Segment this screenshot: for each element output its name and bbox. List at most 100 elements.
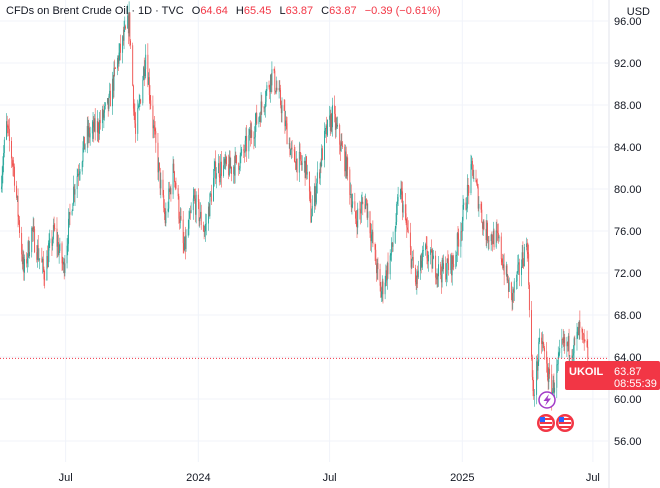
candle <box>477 178 478 189</box>
candle <box>290 148 292 156</box>
candle <box>205 213 207 236</box>
candle <box>202 221 204 232</box>
candle <box>259 111 261 127</box>
candle <box>410 245 412 275</box>
candle <box>497 223 499 244</box>
candle <box>180 208 182 221</box>
price-tick-label: 92.00 <box>614 58 642 70</box>
candle <box>17 188 19 228</box>
candle <box>461 216 463 241</box>
candle <box>91 120 93 142</box>
candle <box>308 171 310 202</box>
candle <box>238 165 240 174</box>
candle <box>12 160 14 177</box>
candle <box>395 213 397 232</box>
time-axis[interactable]: Jul 2024 Jul 2025 Jul <box>59 472 600 484</box>
candle <box>21 243 23 270</box>
candle <box>456 251 457 267</box>
candle <box>128 1 130 37</box>
candle <box>471 155 473 170</box>
candle <box>218 154 219 174</box>
candle <box>510 281 512 301</box>
candle <box>163 189 165 213</box>
chart-legend: CFDs on Brent Crude Oil · 1D · TVC O64.6… <box>6 5 441 17</box>
lightning-event-icon[interactable] <box>538 391 556 409</box>
candle <box>8 118 10 152</box>
candle <box>2 156 4 184</box>
candle <box>173 159 175 173</box>
candle <box>83 136 85 150</box>
candle <box>341 132 343 146</box>
candle <box>184 226 186 260</box>
us-flag-event-icon[interactable] <box>556 414 574 432</box>
candle <box>466 197 468 220</box>
candle <box>123 20 125 50</box>
candle <box>576 323 578 351</box>
candle <box>500 232 502 266</box>
candle <box>13 163 15 193</box>
us-flag-event-icon[interactable] <box>537 414 555 432</box>
candle <box>89 126 91 146</box>
candle <box>567 341 569 352</box>
candle <box>331 112 333 133</box>
last-price-label[interactable]: UKOIL 63.87 08:55:39 <box>565 361 660 390</box>
candle <box>497 223 499 241</box>
candle <box>543 342 545 351</box>
candle <box>294 147 296 163</box>
candle <box>215 167 217 189</box>
candle <box>527 242 529 259</box>
candle <box>139 94 141 107</box>
candle <box>56 217 58 259</box>
candle <box>210 190 212 197</box>
candles <box>0 1 589 411</box>
candle <box>102 104 104 120</box>
candle <box>582 328 584 343</box>
candle <box>354 192 356 212</box>
candle <box>566 336 568 358</box>
candle <box>96 110 98 142</box>
candle <box>276 80 278 92</box>
candle <box>561 328 563 359</box>
candle <box>147 43 149 88</box>
candle <box>175 177 177 190</box>
candle <box>39 258 41 270</box>
candle <box>512 286 514 310</box>
candle <box>360 194 362 223</box>
candle <box>160 172 162 199</box>
candle <box>38 248 40 261</box>
candle <box>283 98 285 111</box>
candle <box>179 211 181 230</box>
currency-label[interactable]: USD <box>626 6 650 18</box>
candle <box>483 219 485 231</box>
candle <box>249 120 251 147</box>
candle <box>275 76 277 95</box>
candle <box>154 121 156 135</box>
candle <box>179 207 181 229</box>
candle <box>239 152 241 172</box>
candle <box>59 237 61 254</box>
candle <box>457 225 459 247</box>
candle <box>558 351 560 358</box>
candle <box>372 220 374 248</box>
candle <box>407 220 409 234</box>
candle <box>250 123 252 138</box>
candle <box>344 144 346 177</box>
candle <box>43 266 45 286</box>
candle <box>269 84 271 100</box>
candle <box>401 181 403 221</box>
candle <box>3 136 5 158</box>
symbol-title[interactable]: CFDs on Brent Crude Oil · 1D · TVC <box>6 5 184 17</box>
candle <box>68 211 70 228</box>
candle <box>73 184 75 203</box>
candle <box>157 133 159 180</box>
candle <box>77 169 79 177</box>
candle <box>562 329 564 347</box>
candle <box>357 202 359 235</box>
candle <box>198 199 200 227</box>
candle <box>148 72 150 86</box>
candle <box>477 183 479 212</box>
candle <box>177 185 179 200</box>
candle <box>137 99 139 141</box>
candle <box>79 169 81 181</box>
